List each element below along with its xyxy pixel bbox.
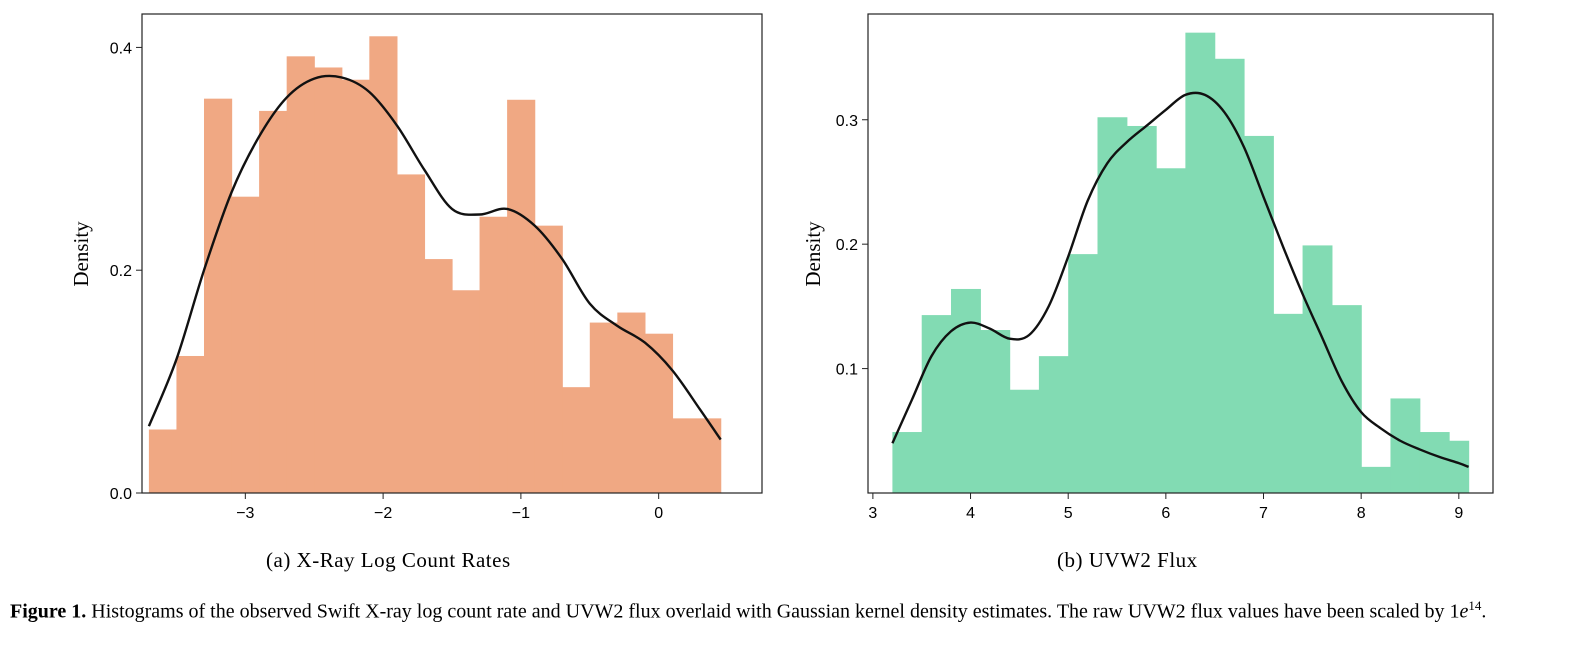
caption-label: Figure 1.: [10, 600, 87, 623]
histogram-bar: [286, 56, 315, 493]
x-tick-label: −1: [512, 505, 530, 522]
y-tick-label: 0.3: [836, 113, 858, 130]
histogram-bar: [507, 99, 536, 494]
x-tick-label: 5: [1064, 505, 1073, 522]
histogram-bar: [452, 290, 481, 493]
caption-var: e: [1459, 600, 1469, 623]
histogram-bar: [369, 36, 398, 493]
histogram-bar: [1097, 117, 1128, 493]
histogram-bar: [534, 225, 563, 493]
panel-b-uvw2-histogram: 3 4 5 6 7 8 9 0.1 0.2 0.3 Density: [801, 13, 1494, 522]
x-tick-label: 0: [654, 505, 663, 522]
y-axis-label: Density: [801, 221, 825, 287]
caption-exp: 14: [1468, 598, 1482, 613]
caption-text: Histograms of the observed Swift X-ray l…: [86, 600, 1450, 623]
histogram-bar: [951, 288, 981, 493]
histogram-bar: [589, 322, 618, 493]
x-tick-label: −2: [374, 505, 392, 522]
histogram-bar: [980, 330, 1011, 493]
figure-caption: Figure 1. Histograms of the observed Swi…: [10, 594, 1560, 624]
plot-frame: [867, 13, 1494, 494]
histogram-bar: [1390, 398, 1421, 493]
y-tick-label: 0.2: [110, 263, 132, 280]
histogram-bar: [1302, 245, 1333, 493]
histogram-bar: [700, 418, 722, 493]
histogram-bar: [562, 387, 591, 493]
histogram-bar: [1449, 440, 1470, 493]
histogram-bar: [176, 355, 205, 493]
histogram-bar: [1273, 313, 1304, 493]
histogram-bar: [1331, 305, 1362, 493]
kde-curve: [891, 91, 1470, 468]
histogram-bar: [231, 196, 260, 493]
caption-end: .: [1481, 600, 1487, 623]
y-tick-label: 0.1: [836, 362, 858, 379]
histogram-bar: [1361, 466, 1392, 493]
histogram-bar: [921, 315, 952, 493]
caption-base: 1: [1449, 600, 1460, 623]
histogram-bar: [1243, 135, 1274, 493]
histogram-bar: [1126, 125, 1157, 493]
histogram-bar: [672, 418, 701, 493]
histogram-bar: [396, 174, 426, 493]
histogram-bar: [617, 312, 646, 493]
histogram-bar: [1009, 389, 1040, 493]
kde-curve: [147, 74, 722, 441]
histogram-bar: [1419, 432, 1450, 493]
panel-a-xray-histogram: −3 −2 −1 0 0.0 0.2 0.4 Density: [69, 13, 763, 522]
x-tick-label: 6: [1161, 505, 1170, 522]
y-tick-label: 0.0: [110, 486, 132, 503]
histogram-bar: [1156, 168, 1186, 493]
subcaption-a: (a) X-Ray Log Count Rates: [266, 548, 511, 572]
histogram-bar: [1038, 356, 1069, 493]
histogram-bar: [148, 429, 178, 493]
subcaption-b: (b) UVW2 Flux: [1057, 548, 1198, 572]
histogram-bar: [1068, 254, 1099, 493]
histogram-bar: [204, 98, 233, 493]
x-tick-label: −3: [236, 505, 254, 522]
x-tick-label: 4: [966, 505, 975, 522]
histogram-bar: [644, 333, 674, 493]
x-tick-label: 9: [1454, 505, 1463, 522]
y-axis-label: Density: [69, 221, 93, 287]
histogram-bar: [259, 110, 288, 493]
histogram-bar: [1214, 58, 1245, 493]
histogram-bar: [892, 432, 923, 493]
plot-frame: [141, 13, 763, 494]
x-tick-label: 8: [1357, 505, 1366, 522]
histogram-bar: [341, 79, 370, 493]
histogram-bar: [314, 67, 343, 493]
x-tick-label: 7: [1259, 505, 1268, 522]
y-tick-label: 0.4: [110, 40, 132, 57]
y-tick-label: 0.2: [836, 237, 858, 254]
histogram-bar: [424, 259, 453, 493]
x-tick-label: 3: [868, 505, 877, 522]
histogram-bar: [479, 216, 508, 494]
histogram-bar: [1185, 32, 1216, 493]
